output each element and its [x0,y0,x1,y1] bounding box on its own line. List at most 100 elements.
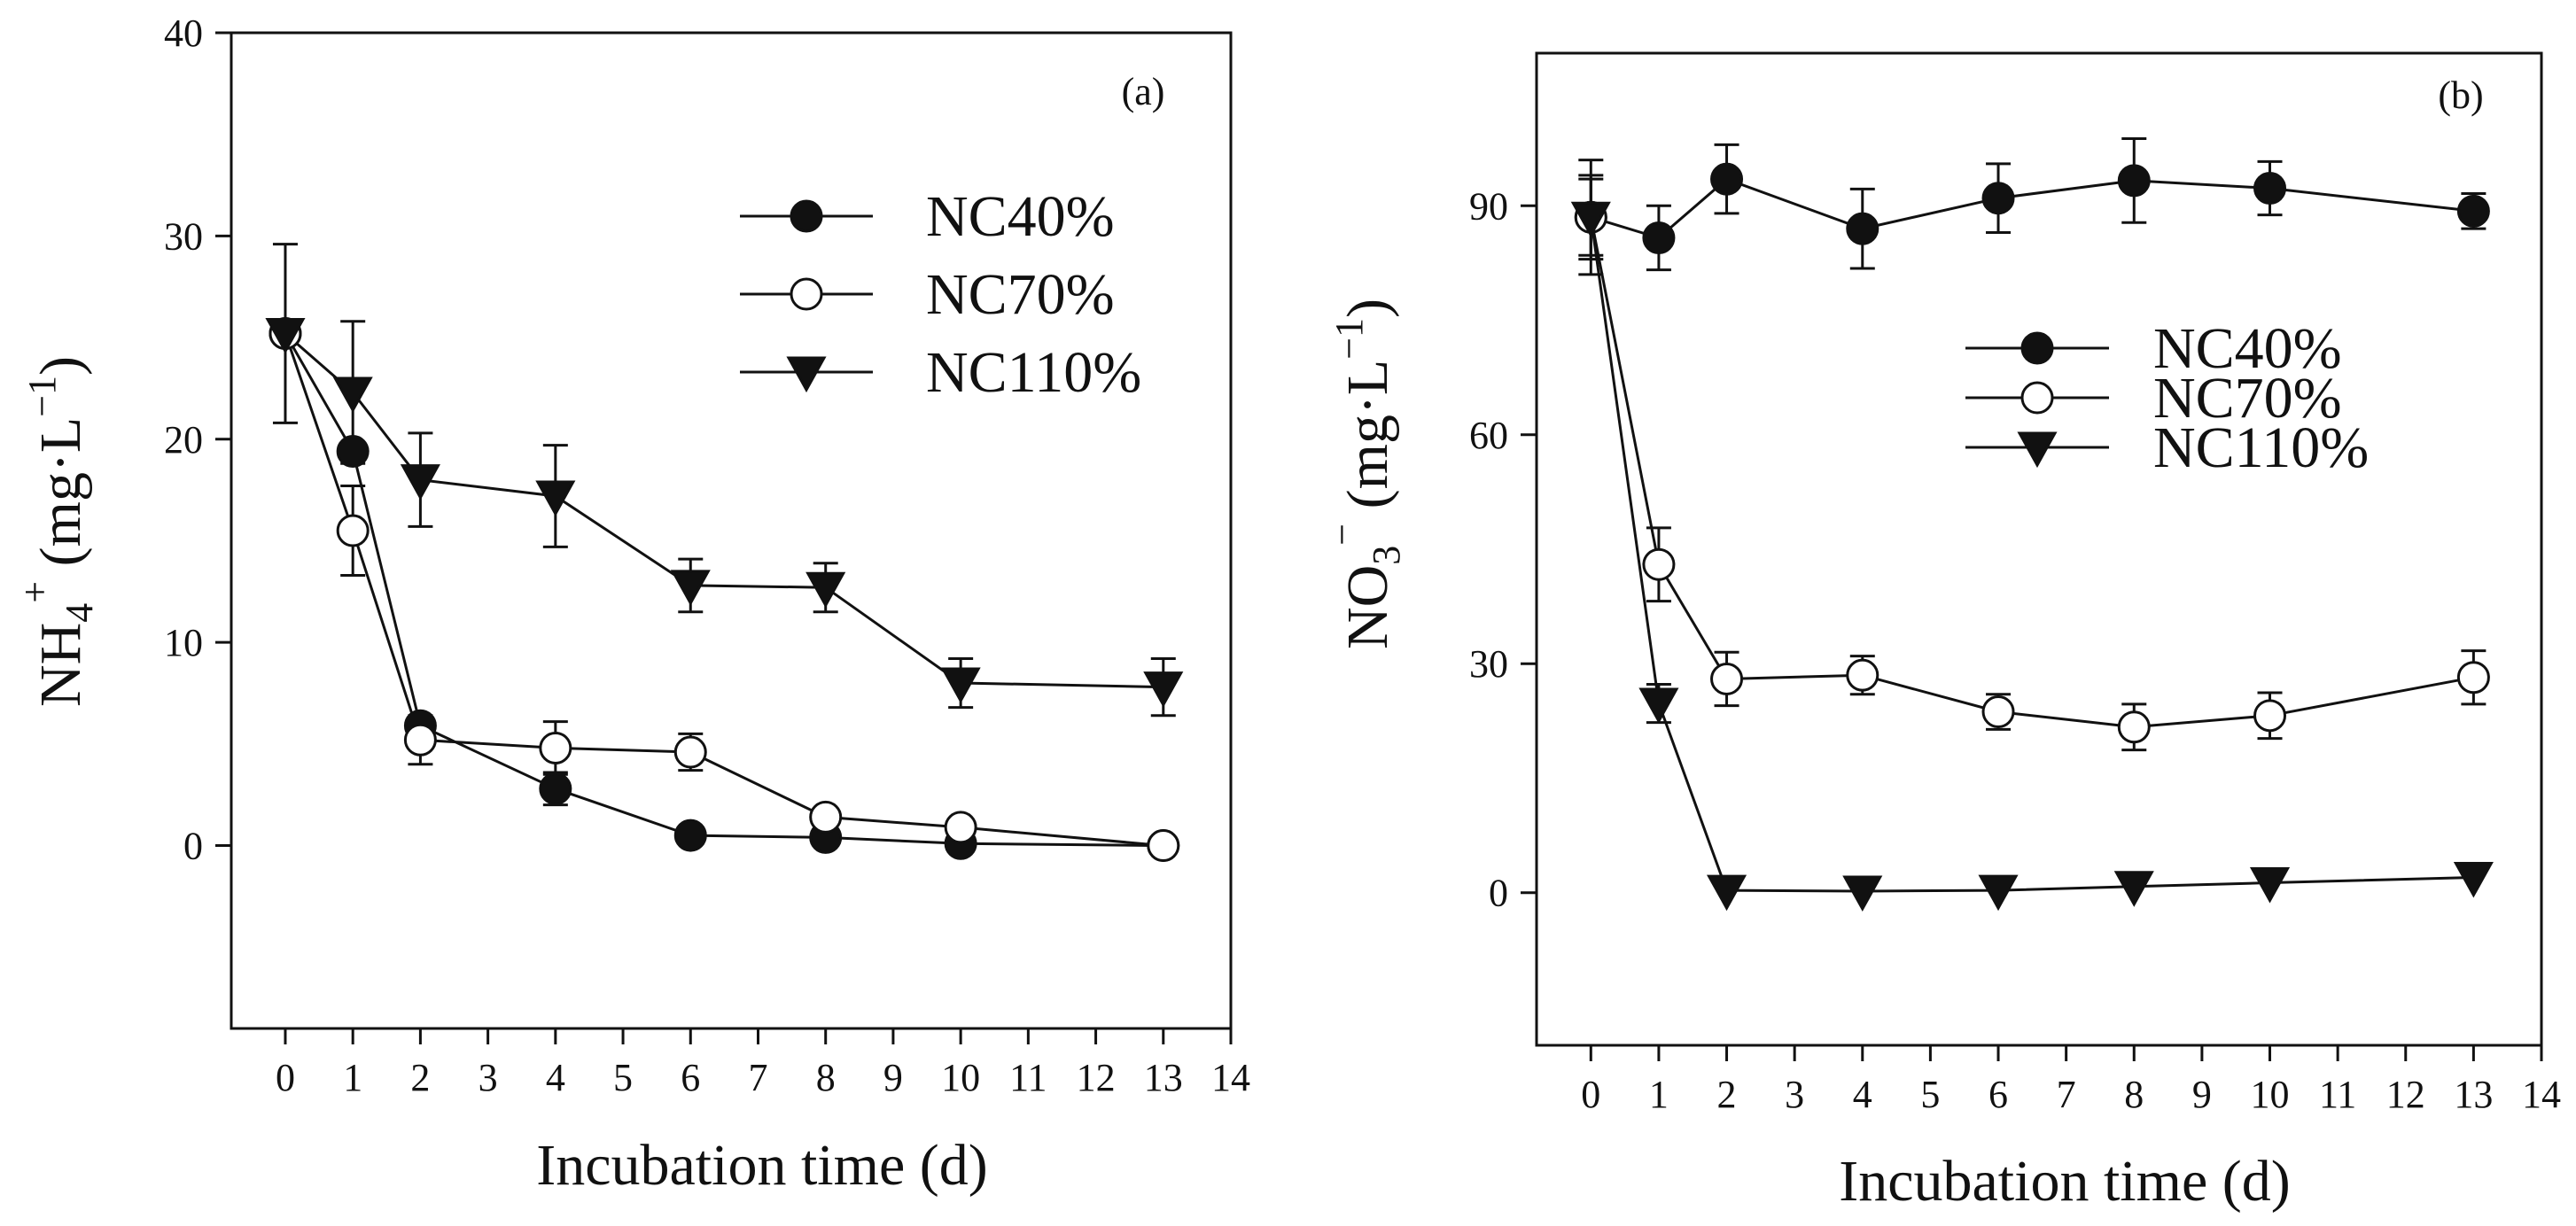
x-tick-label: 4 [546,1056,565,1099]
legend-item: NC40% [1965,316,2342,381]
x-tick-label: 13 [2454,1073,2493,1116]
data-point-marker [1147,829,1180,863]
legend-label: NC110% [926,340,1141,405]
y-tick-label: 30 [1469,642,1508,686]
series-line [1589,216,2474,893]
x-axis-label: Incubation time (d) [1839,1149,2291,1214]
x-tick-label: 7 [748,1056,767,1099]
y-tick-label: 90 [1469,184,1508,228]
data-point-marker [1642,221,1676,254]
y-tick-label: 20 [164,418,203,462]
data-point-marker [786,356,827,393]
panel-label: (b) [2438,74,2483,117]
markers-NC110% [265,317,1184,708]
panel-label: (a) [1122,70,1165,113]
plot-area [1570,136,2494,912]
data-point-marker [2456,194,2490,228]
data-point-marker [1981,695,2015,729]
y-tick-label: 10 [164,621,203,664]
data-point-marker [790,199,823,233]
x-tick-label: 11 [2319,1073,2356,1116]
markers-NC110% [1570,201,2494,912]
legend-item: NC70% [740,262,1115,327]
data-point-marker [539,731,572,764]
data-point-marker [400,464,440,500]
x-tick-label: 7 [2057,1073,2076,1116]
data-point-marker [1842,875,1883,912]
data-point-marker [403,723,437,757]
data-point-marker [940,667,981,704]
data-point-marker [2020,381,2054,415]
x-tick-label: 1 [343,1056,362,1099]
data-point-marker [2017,431,2058,469]
x-tick-label: 12 [1077,1056,1116,1099]
y-axis: 0 30 60 90 [1469,184,1537,915]
data-point-marker [535,480,576,517]
x-tick-label: 14 [2522,1073,2561,1116]
x-tick-label: 2 [410,1056,430,1099]
legend-label: NC40% [926,184,1115,249]
data-point-marker [1706,874,1747,912]
y-axis-label: NO3− (mg·L−1) [1320,299,1408,649]
legend-item: NC40% [740,184,1115,249]
y-tick-label: 0 [183,825,203,868]
x-tick-label: 0 [1581,1073,1600,1116]
x-tick-label: 6 [681,1056,700,1099]
x-tick-label: 2 [1717,1073,1737,1116]
data-point-marker [1710,162,1744,196]
x-tick-label: 3 [479,1056,498,1099]
data-point-marker [1638,687,1679,725]
data-point-marker [2249,866,2291,904]
y-tick-label: 60 [1469,414,1508,457]
data-point-marker [1846,212,1879,245]
legend-item: NC110% [740,340,1141,405]
data-point-marker [332,376,373,414]
series-line [284,333,1163,848]
x-tick-label: 0 [276,1056,295,1099]
data-point-marker [2456,661,2490,694]
x-tick-label: 10 [941,1056,980,1099]
x-tick-label: 11 [1009,1056,1047,1099]
data-point-marker [1143,671,1184,708]
x-tick-label: 8 [816,1056,836,1099]
data-point-marker [1978,874,2019,912]
data-point-marker [805,571,846,609]
data-point-marker [2117,164,2151,198]
data-point-marker [1642,547,1676,581]
data-point-marker [336,435,370,469]
x-axis: 0 1 2 3 4 5 6 7 8 9 10 11 12 13 14 [276,1028,1250,1099]
legend-label: NC40% [2153,316,2342,381]
data-point-marker [539,772,572,805]
markers-NC70% [268,316,1180,863]
x-tick-label: 10 [2251,1073,2290,1116]
series-line [1589,216,2474,729]
data-point-marker [790,277,823,311]
x-tick-label: 9 [2192,1073,2212,1116]
plot-frame [230,31,1233,1030]
data-point-marker [944,811,977,844]
y-axis: 0 10 20 30 40 [164,12,231,868]
data-point-marker [265,317,306,354]
data-point-marker [809,800,843,834]
legend-label: NC110% [2153,415,2369,480]
legend-label: NC70% [926,262,1115,327]
x-axis: 0 1 2 3 4 5 6 7 8 9 10 11 12 13 14 [1581,1045,2561,1116]
data-point-marker [670,570,711,607]
data-point-marker [673,735,707,769]
data-point-marker [1846,658,1879,692]
data-point-marker [2020,331,2054,365]
x-tick-label: 9 [883,1056,903,1099]
data-point-marker [2113,871,2154,907]
x-tick-label: 5 [613,1056,633,1099]
x-tick-label: 5 [1920,1073,1940,1116]
data-point-marker [2117,710,2151,744]
data-point-marker [2453,861,2494,898]
x-tick-label: 12 [2386,1073,2425,1116]
plot-area [265,243,1184,863]
series-NC70% [284,333,1163,848]
legend-item: NC70% [1965,366,2342,431]
y-tick-label: 40 [164,12,203,55]
data-point-marker [336,514,370,547]
